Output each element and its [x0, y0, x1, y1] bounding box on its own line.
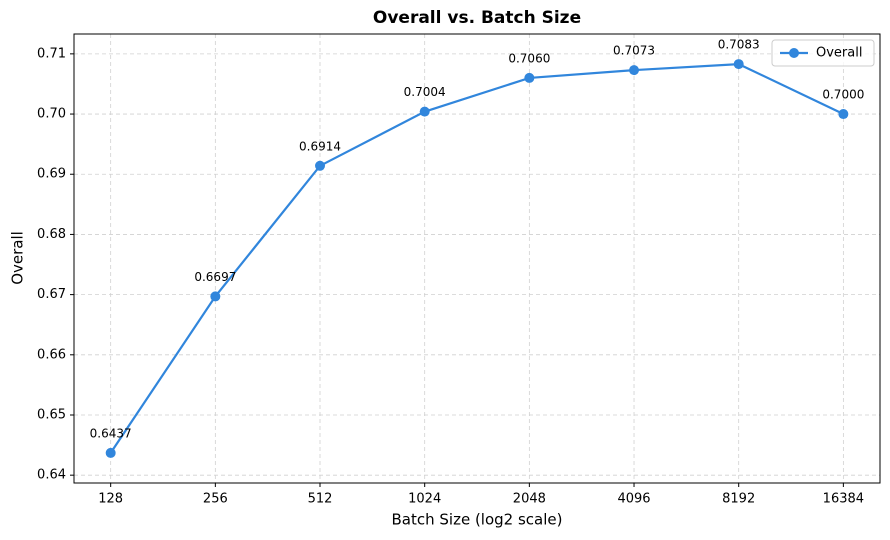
chart-title: Overall vs. Batch Size	[373, 8, 581, 28]
point	[629, 65, 640, 76]
x-tick-label: 2048	[513, 492, 546, 507]
line	[109, 62, 844, 454]
y-tick-label: 0.64	[37, 468, 66, 483]
x-tick-label: 256	[203, 492, 228, 507]
y-axis-label: Overall	[9, 231, 27, 285]
legend: Overall	[771, 39, 875, 67]
x-tick-label: 8192	[722, 492, 755, 507]
plot-frame	[73, 33, 881, 484]
y-tick-label: 0.70	[37, 107, 66, 122]
x-tick-label: 4096	[617, 492, 650, 507]
y-tick-label: 0.66	[37, 347, 66, 362]
value-label: 0.6697	[194, 270, 236, 284]
value-label: 0.6437	[90, 426, 132, 440]
y-tick-label: 0.69	[37, 167, 66, 182]
point	[315, 160, 326, 171]
value-label: 0.7060	[508, 51, 550, 65]
x-tick-label: 512	[308, 492, 333, 507]
point	[105, 447, 116, 458]
y-tick-label: 0.68	[37, 227, 66, 242]
value-label: 0.7083	[718, 38, 760, 52]
point	[210, 291, 221, 302]
legend-marker	[789, 48, 799, 58]
point	[838, 109, 849, 120]
x-tick-label: 1024	[408, 492, 441, 507]
y-tick-label: 0.71	[37, 46, 66, 61]
legend-box	[771, 39, 875, 67]
value-label: 0.7073	[613, 44, 655, 58]
y-tick-label: 0.67	[37, 287, 66, 302]
value-label: 0.6914	[299, 139, 341, 153]
point	[524, 72, 535, 83]
x-axis-label: Batch Size (log2 scale)	[392, 511, 563, 529]
x-tick-label: 16384	[823, 492, 864, 507]
point	[733, 59, 744, 70]
x-tick-label: 128	[98, 492, 123, 507]
legend-label: Overall	[816, 46, 862, 61]
value-label: 0.7004	[404, 85, 446, 99]
y-tick-label: 0.65	[37, 407, 66, 422]
point	[419, 106, 430, 117]
value-label: 0.7000	[822, 88, 864, 102]
